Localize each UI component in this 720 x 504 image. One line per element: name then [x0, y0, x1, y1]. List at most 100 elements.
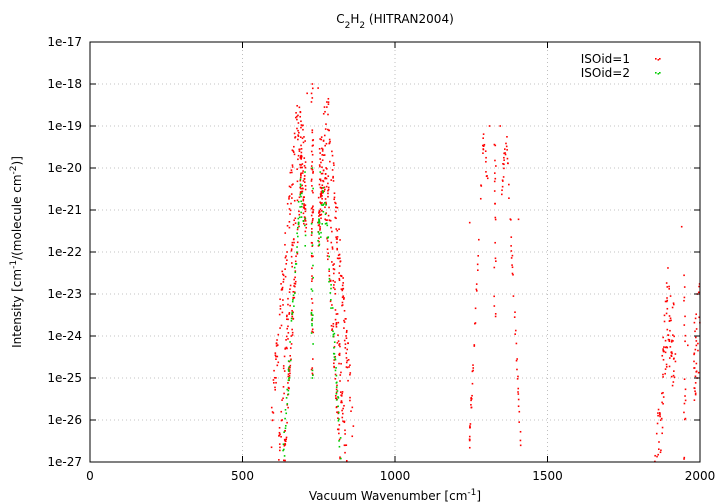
- data-point: [325, 185, 328, 188]
- data-point: [299, 163, 301, 166]
- data-point: [292, 294, 295, 297]
- data-point: [286, 202, 289, 205]
- data-point: [518, 421, 520, 423]
- data-point: [673, 370, 675, 372]
- data-point: [341, 392, 344, 395]
- data-point: [311, 206, 314, 209]
- data-point: [666, 297, 668, 299]
- data-point: [337, 334, 339, 336]
- data-point: [327, 175, 330, 177]
- data-point: [301, 172, 304, 174]
- data-point: [287, 393, 290, 395]
- x-tick-label: 1000: [380, 469, 411, 483]
- data-point: [318, 218, 320, 220]
- data-point: [697, 371, 700, 374]
- data-point: [280, 324, 283, 327]
- data-point: [668, 315, 671, 317]
- data-point: [294, 136, 297, 138]
- data-point: [684, 417, 687, 420]
- data-point: [286, 259, 288, 261]
- data-point: [312, 331, 315, 334]
- data-point: [338, 424, 341, 426]
- data-point: [510, 250, 513, 252]
- data-point: [303, 136, 305, 138]
- data-point: [293, 296, 296, 299]
- data-point: [503, 167, 505, 170]
- data-point: [333, 164, 335, 166]
- data-point: [474, 322, 476, 325]
- data-point: [501, 189, 503, 192]
- data-point: [470, 397, 472, 400]
- legend-marker: [657, 73, 660, 75]
- data-point: [289, 372, 291, 375]
- data-point: [318, 240, 320, 243]
- data-point: [304, 245, 307, 247]
- data-point: [658, 448, 660, 450]
- data-point: [297, 129, 299, 132]
- y-tick-label: 1e-21: [47, 203, 82, 217]
- data-point: [324, 218, 326, 221]
- data-point: [672, 334, 674, 336]
- data-point: [335, 322, 338, 324]
- data-point: [272, 412, 275, 414]
- data-point: [340, 394, 342, 397]
- data-point: [510, 218, 512, 221]
- data-point: [472, 364, 474, 366]
- data-point: [335, 228, 338, 230]
- data-point: [684, 340, 686, 343]
- data-point: [328, 274, 331, 277]
- data-point: [503, 163, 505, 166]
- data-point: [511, 266, 514, 269]
- data-point: [332, 175, 334, 178]
- data-point: [282, 273, 284, 276]
- data-point: [506, 149, 508, 151]
- data-point: [284, 232, 287, 234]
- data-point: [515, 342, 518, 345]
- data-point: [511, 264, 513, 266]
- points-layer: [270, 83, 701, 463]
- data-point: [668, 288, 670, 290]
- data-point: [319, 226, 321, 228]
- data-point: [288, 221, 291, 223]
- data-point: [311, 97, 314, 99]
- data-point: [331, 329, 333, 331]
- data-point: [318, 148, 321, 150]
- data-point: [311, 228, 313, 230]
- data-point: [514, 311, 516, 313]
- data-point: [667, 334, 670, 337]
- data-point: [341, 304, 343, 307]
- data-point: [318, 243, 321, 246]
- data-point: [335, 323, 338, 326]
- y-tick-label: 1e-19: [47, 119, 82, 133]
- data-point: [290, 335, 293, 337]
- data-point: [336, 241, 338, 244]
- data-point: [311, 372, 314, 375]
- data-point: [294, 270, 297, 272]
- data-point: [669, 346, 672, 348]
- data-point: [319, 138, 321, 140]
- data-point: [324, 144, 326, 147]
- data-point: [322, 139, 325, 142]
- data-point: [517, 375, 519, 378]
- data-point: [337, 405, 339, 408]
- data-point: [666, 328, 669, 331]
- data-point: [281, 270, 284, 273]
- data-point: [333, 353, 336, 355]
- data-point: [310, 298, 313, 300]
- data-point: [300, 195, 302, 198]
- data-point: [284, 268, 286, 270]
- data-point: [318, 215, 320, 217]
- data-point: [661, 354, 664, 357]
- data-point: [292, 151, 295, 153]
- data-point: [320, 217, 322, 220]
- data-point: [666, 299, 669, 302]
- data-point: [299, 179, 302, 182]
- data-point: [295, 255, 297, 258]
- data-point: [297, 138, 299, 141]
- data-point: [477, 269, 479, 272]
- data-point: [303, 196, 306, 198]
- data-point: [334, 216, 336, 219]
- data-point: [345, 460, 348, 462]
- data-point: [333, 346, 335, 349]
- data-point: [684, 315, 686, 318]
